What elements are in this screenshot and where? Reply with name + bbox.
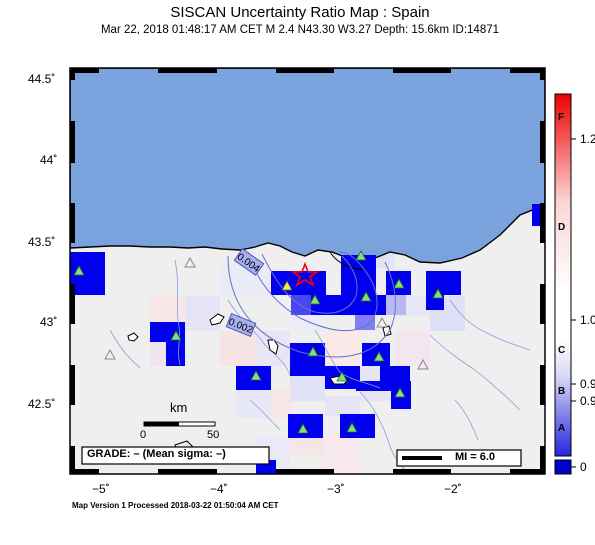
scale-unit: km	[170, 400, 188, 415]
stations-active	[73, 250, 444, 434]
grade-box	[81, 446, 270, 465]
colorbar-value-1-0: 1.0	[580, 313, 595, 327]
lat-label-44: 44˚	[40, 153, 58, 167]
rivers	[109, 259, 531, 474]
map-footer: Map Version 1 Processed 2018-03-22 01:50…	[72, 501, 279, 510]
grade-text: GRADE: – (Mean sigma: –)	[87, 448, 226, 460]
mi-legend-bar	[402, 456, 442, 460]
lon-label-minus-3: −3˚	[327, 482, 345, 496]
frame-ticks	[70, 68, 545, 474]
mi-text: MI = 6.0	[455, 451, 496, 463]
colorbar-letter-d: D	[558, 222, 566, 233]
station-yellow	[281, 280, 293, 291]
mi-legend-box	[396, 449, 522, 467]
colorbar-ticks	[571, 138, 576, 468]
stations-inactive	[104, 256, 429, 370]
map-title: SISCAN Uncertainty Ratio Map : Spain	[170, 4, 430, 21]
contour-lines	[227, 251, 396, 358]
colorbar-letter-c: C	[558, 345, 566, 356]
colorbar-value-0: 0	[580, 460, 587, 474]
sea-area	[70, 68, 545, 264]
lat-label-44-5: 44.5˚	[28, 72, 56, 86]
lon-label-minus-2: −2˚	[444, 482, 462, 496]
map-subtitle: Mar 22, 2018 01:48:17 AM CET M 2.4 N43.3…	[100, 24, 500, 36]
reservoir-2	[209, 313, 225, 326]
lon-label-minus-4: −4˚	[210, 482, 228, 496]
lat-label-43-5: 43.5˚	[28, 235, 56, 249]
colorbar-value-1-2: 1.2	[580, 132, 595, 146]
lat-label-43: 43˚	[40, 315, 58, 329]
lon-label-minus-5: −5˚	[92, 482, 110, 496]
reservoir-1	[127, 332, 139, 342]
colorbar	[554, 93, 572, 457]
colorbar-letter-a: A	[558, 423, 566, 434]
colorbar-value-0-9b: 0.9	[580, 394, 595, 408]
admin-boundary	[329, 251, 363, 271]
uncertainty-cells-medium	[291, 295, 406, 330]
colorbar-value-0-9a: 0.9	[580, 377, 595, 391]
lat-label-42-5: 42.5˚	[28, 397, 56, 411]
colorbar-letter-f: F	[558, 112, 565, 123]
epicenter-star	[290, 261, 320, 287]
colorbar-letter-b: B	[558, 386, 566, 397]
scale-tick-start: 0	[140, 429, 147, 441]
scale-bar	[143, 421, 216, 427]
colorbar-zero-swatch	[554, 459, 572, 475]
scale-tick-end: 50	[207, 429, 220, 441]
